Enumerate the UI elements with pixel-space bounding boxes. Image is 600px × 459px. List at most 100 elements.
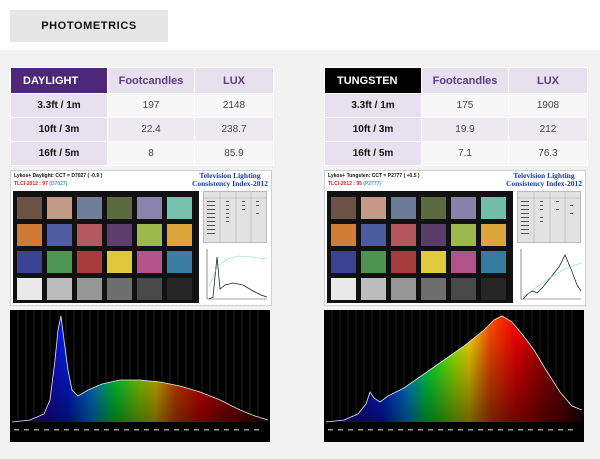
color-swatch [167,251,192,273]
color-swatch [361,197,386,219]
tlci-score-label: TLCI-2012 : [328,181,357,187]
lux-header: LUX [194,67,274,94]
color-swatch [47,251,72,273]
tlci-score-label: TLCI-2012 : [14,181,43,187]
daylight-spectrum-graph [10,310,270,442]
photometrics-tab[interactable]: PHOTOMETRICS [10,10,168,42]
color-checker-chart [13,191,199,303]
color-swatch [107,224,132,246]
color-swatch [137,278,162,300]
color-swatch [77,197,102,219]
color-swatch [17,197,42,219]
table-row: 3.3ft / 1m 197 2148 [10,93,274,118]
distance-cell: 16ft / 5m [10,141,108,166]
distance-cell: 10ft / 3m [10,117,108,142]
color-swatch [481,278,506,300]
tlci-title: Television Lighting Consistency Index-20… [505,171,583,188]
tungsten-photometric-table: TUNGSTEN Footcandles LUX 3.3ft / 1m 175 … [324,67,588,166]
color-swatch [331,197,356,219]
table-row: 3.3ft / 1m 175 1908 [324,93,588,118]
tlci-caption: Lykos+ Tungsten: CCT = P2777 ( +0.5 ) [328,173,420,179]
footcandles-cell: 197 [107,93,195,118]
color-swatch [107,197,132,219]
tlci-values-table [517,191,581,243]
tlci-reference: (D7027) [49,181,68,187]
color-swatch [17,224,42,246]
tlci-title: Television Lighting Consistency Index-20… [191,171,269,188]
tlci-score-line: TLCI-2012 : 95 (P2777) [328,181,381,187]
color-swatch [451,251,476,273]
distance-cell: 3.3ft / 1m [10,93,108,118]
color-swatch [481,224,506,246]
distance-cell: 3.3ft / 1m [324,93,422,118]
color-swatch [421,197,446,219]
color-swatch [481,251,506,273]
color-swatch [391,224,416,246]
color-swatch [481,197,506,219]
tlci-score-line: TLCI-2012 : 97 (D7027) [14,181,67,187]
distance-cell: 10ft / 3m [324,117,422,142]
color-swatch [47,197,72,219]
color-swatch [47,278,72,300]
color-swatch [331,224,356,246]
color-swatch [137,224,162,246]
footcandles-cell: 8 [107,141,195,166]
color-swatch [77,224,102,246]
tlci-score: 95 [356,181,362,187]
table-row: 16ft / 5m 7.1 76.3 [324,141,588,166]
color-swatch [331,251,356,273]
color-checker-chart [327,191,513,303]
lux-cell: 76.3 [508,141,588,166]
lux-cell: 1908 [508,93,588,118]
lux-cell: 2148 [194,93,274,118]
color-swatch [361,251,386,273]
color-swatch [361,278,386,300]
footcandles-cell: 19.9 [421,117,509,142]
color-swatch [17,278,42,300]
tungsten-tlci-report: Lykos+ Tungsten: CCT = P2777 ( +0.5 ) TL… [324,170,586,306]
distance-cell: 16ft / 5m [324,141,422,166]
color-swatch [391,197,416,219]
color-swatch [451,197,476,219]
color-swatch [77,278,102,300]
color-swatch [167,197,192,219]
color-swatch [47,224,72,246]
tlci-reference: (P2777) [363,181,382,187]
color-swatch [331,278,356,300]
footcandles-cell: 175 [421,93,509,118]
daylight-tlci-report: Lykos+ Daylight: CCT = D7027 ( -0.9 ) TL… [10,170,272,306]
footcandles-cell: 7.1 [421,141,509,166]
color-swatch [391,278,416,300]
daylight-photometric-table: DAYLIGHT Footcandles LUX 3.3ft / 1m 197 … [10,67,274,166]
lux-header: LUX [508,67,588,94]
table-row: 10ft / 3m 19.9 212 [324,117,588,142]
footcandles-cell: 22.4 [107,117,195,142]
photometrics-title: PHOTOMETRICS [41,20,137,32]
tlci-score: 97 [42,181,48,187]
tlci-caption: Lykos+ Daylight: CCT = D7027 ( -0.9 ) [14,173,103,179]
color-swatch [421,224,446,246]
color-swatch [391,251,416,273]
color-swatch [107,278,132,300]
tlci-values-table [203,191,267,243]
color-swatch [107,251,132,273]
color-swatch [77,251,102,273]
color-swatch [137,197,162,219]
color-swatch [167,278,192,300]
tungsten-spectrum-graph [324,310,584,442]
footcandles-header: Footcandles [107,67,195,94]
color-swatch [137,251,162,273]
color-swatch [17,251,42,273]
color-swatch [167,224,192,246]
mini-spectrum-graph [206,249,268,300]
table-row: 10ft / 3m 22.4 238.7 [10,117,274,142]
color-swatch [421,251,446,273]
footcandles-header: Footcandles [421,67,509,94]
lux-cell: 212 [508,117,588,142]
color-swatch [361,224,386,246]
lux-cell: 238.7 [194,117,274,142]
tungsten-label: TUNGSTEN [324,67,422,94]
daylight-label: DAYLIGHT [10,67,108,94]
color-swatch [451,224,476,246]
color-swatch [451,278,476,300]
